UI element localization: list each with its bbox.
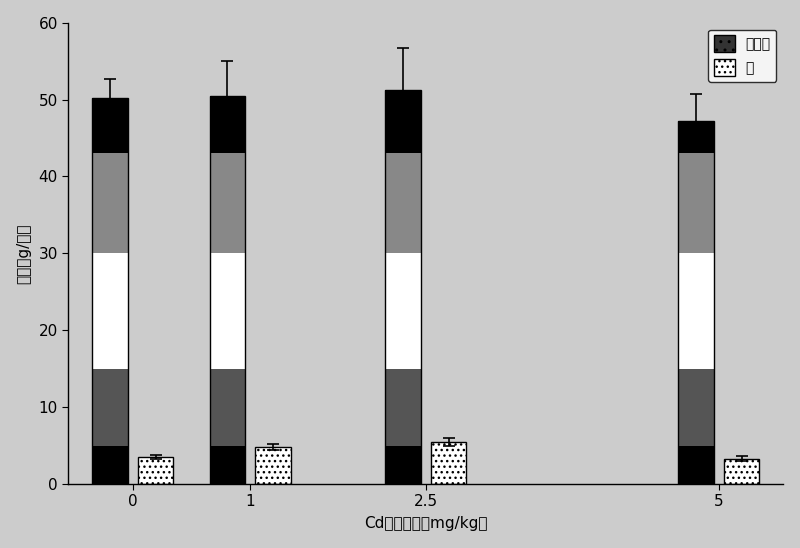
- Y-axis label: 干重（g/盆）: 干重（g/盆）: [17, 223, 32, 283]
- Bar: [210, 96, 245, 153]
- Bar: [678, 446, 714, 484]
- Bar: [210, 369, 245, 446]
- Bar: [93, 446, 127, 484]
- Bar: [93, 253, 127, 369]
- Bar: [93, 98, 127, 153]
- Bar: [210, 96, 245, 484]
- Bar: [386, 253, 421, 369]
- Bar: [93, 369, 127, 446]
- Legend: 地上部, 根: 地上部, 根: [708, 30, 776, 82]
- Bar: [678, 121, 714, 484]
- Bar: [255, 447, 290, 484]
- Bar: [93, 98, 127, 484]
- Bar: [386, 90, 421, 484]
- Bar: [386, 90, 421, 153]
- Bar: [210, 153, 245, 253]
- Bar: [93, 153, 127, 253]
- Bar: [386, 153, 421, 253]
- X-axis label: Cd处理浓度（mg/kg）: Cd处理浓度（mg/kg）: [364, 516, 488, 532]
- Bar: [210, 446, 245, 484]
- Bar: [386, 446, 421, 484]
- Bar: [678, 153, 714, 253]
- Bar: [386, 369, 421, 446]
- Bar: [724, 459, 759, 484]
- Bar: [678, 369, 714, 446]
- Bar: [210, 253, 245, 369]
- Bar: [431, 442, 466, 484]
- Bar: [678, 253, 714, 369]
- Bar: [678, 121, 714, 153]
- Bar: [138, 457, 174, 484]
